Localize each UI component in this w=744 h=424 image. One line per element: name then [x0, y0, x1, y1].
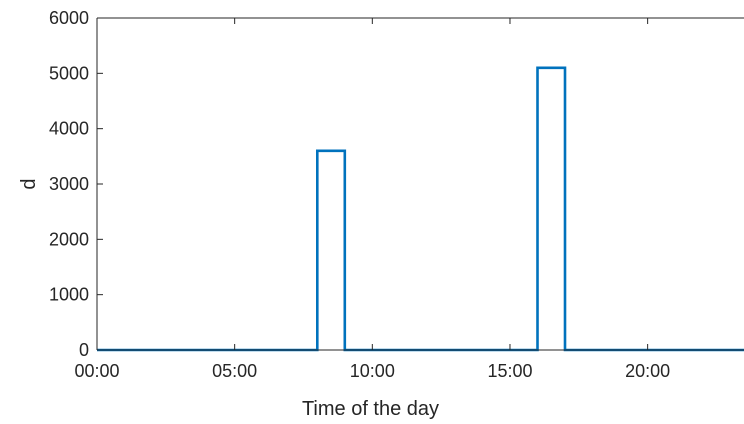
- y-tick-label: 6000: [49, 8, 89, 28]
- x-axis-title: Time of the day: [302, 398, 439, 420]
- x-tick-label: 10:00: [350, 361, 395, 381]
- plot-area: [97, 66, 744, 352]
- x-axis: 00:00 05:00 10:00 15:00 20:00: [74, 18, 670, 381]
- x-tick-label: 05:00: [212, 361, 257, 381]
- y-axis-title: d: [18, 178, 40, 189]
- y-tick-label: 0: [79, 340, 89, 360]
- y-tick-label: 4000: [49, 119, 89, 139]
- y-tick-label: 3000: [49, 174, 89, 194]
- y-tick-label: 2000: [49, 229, 89, 249]
- x-tick-label: 00:00: [74, 361, 119, 381]
- series-line: [97, 66, 744, 352]
- y-tick-label: 1000: [49, 285, 89, 305]
- y-axis: 0 1000 2000 3000 4000 5000 6000: [49, 8, 103, 360]
- y-tick-label: 5000: [49, 63, 89, 83]
- x-tick-label: 20:00: [625, 361, 670, 381]
- x-tick-label: 15:00: [487, 361, 532, 381]
